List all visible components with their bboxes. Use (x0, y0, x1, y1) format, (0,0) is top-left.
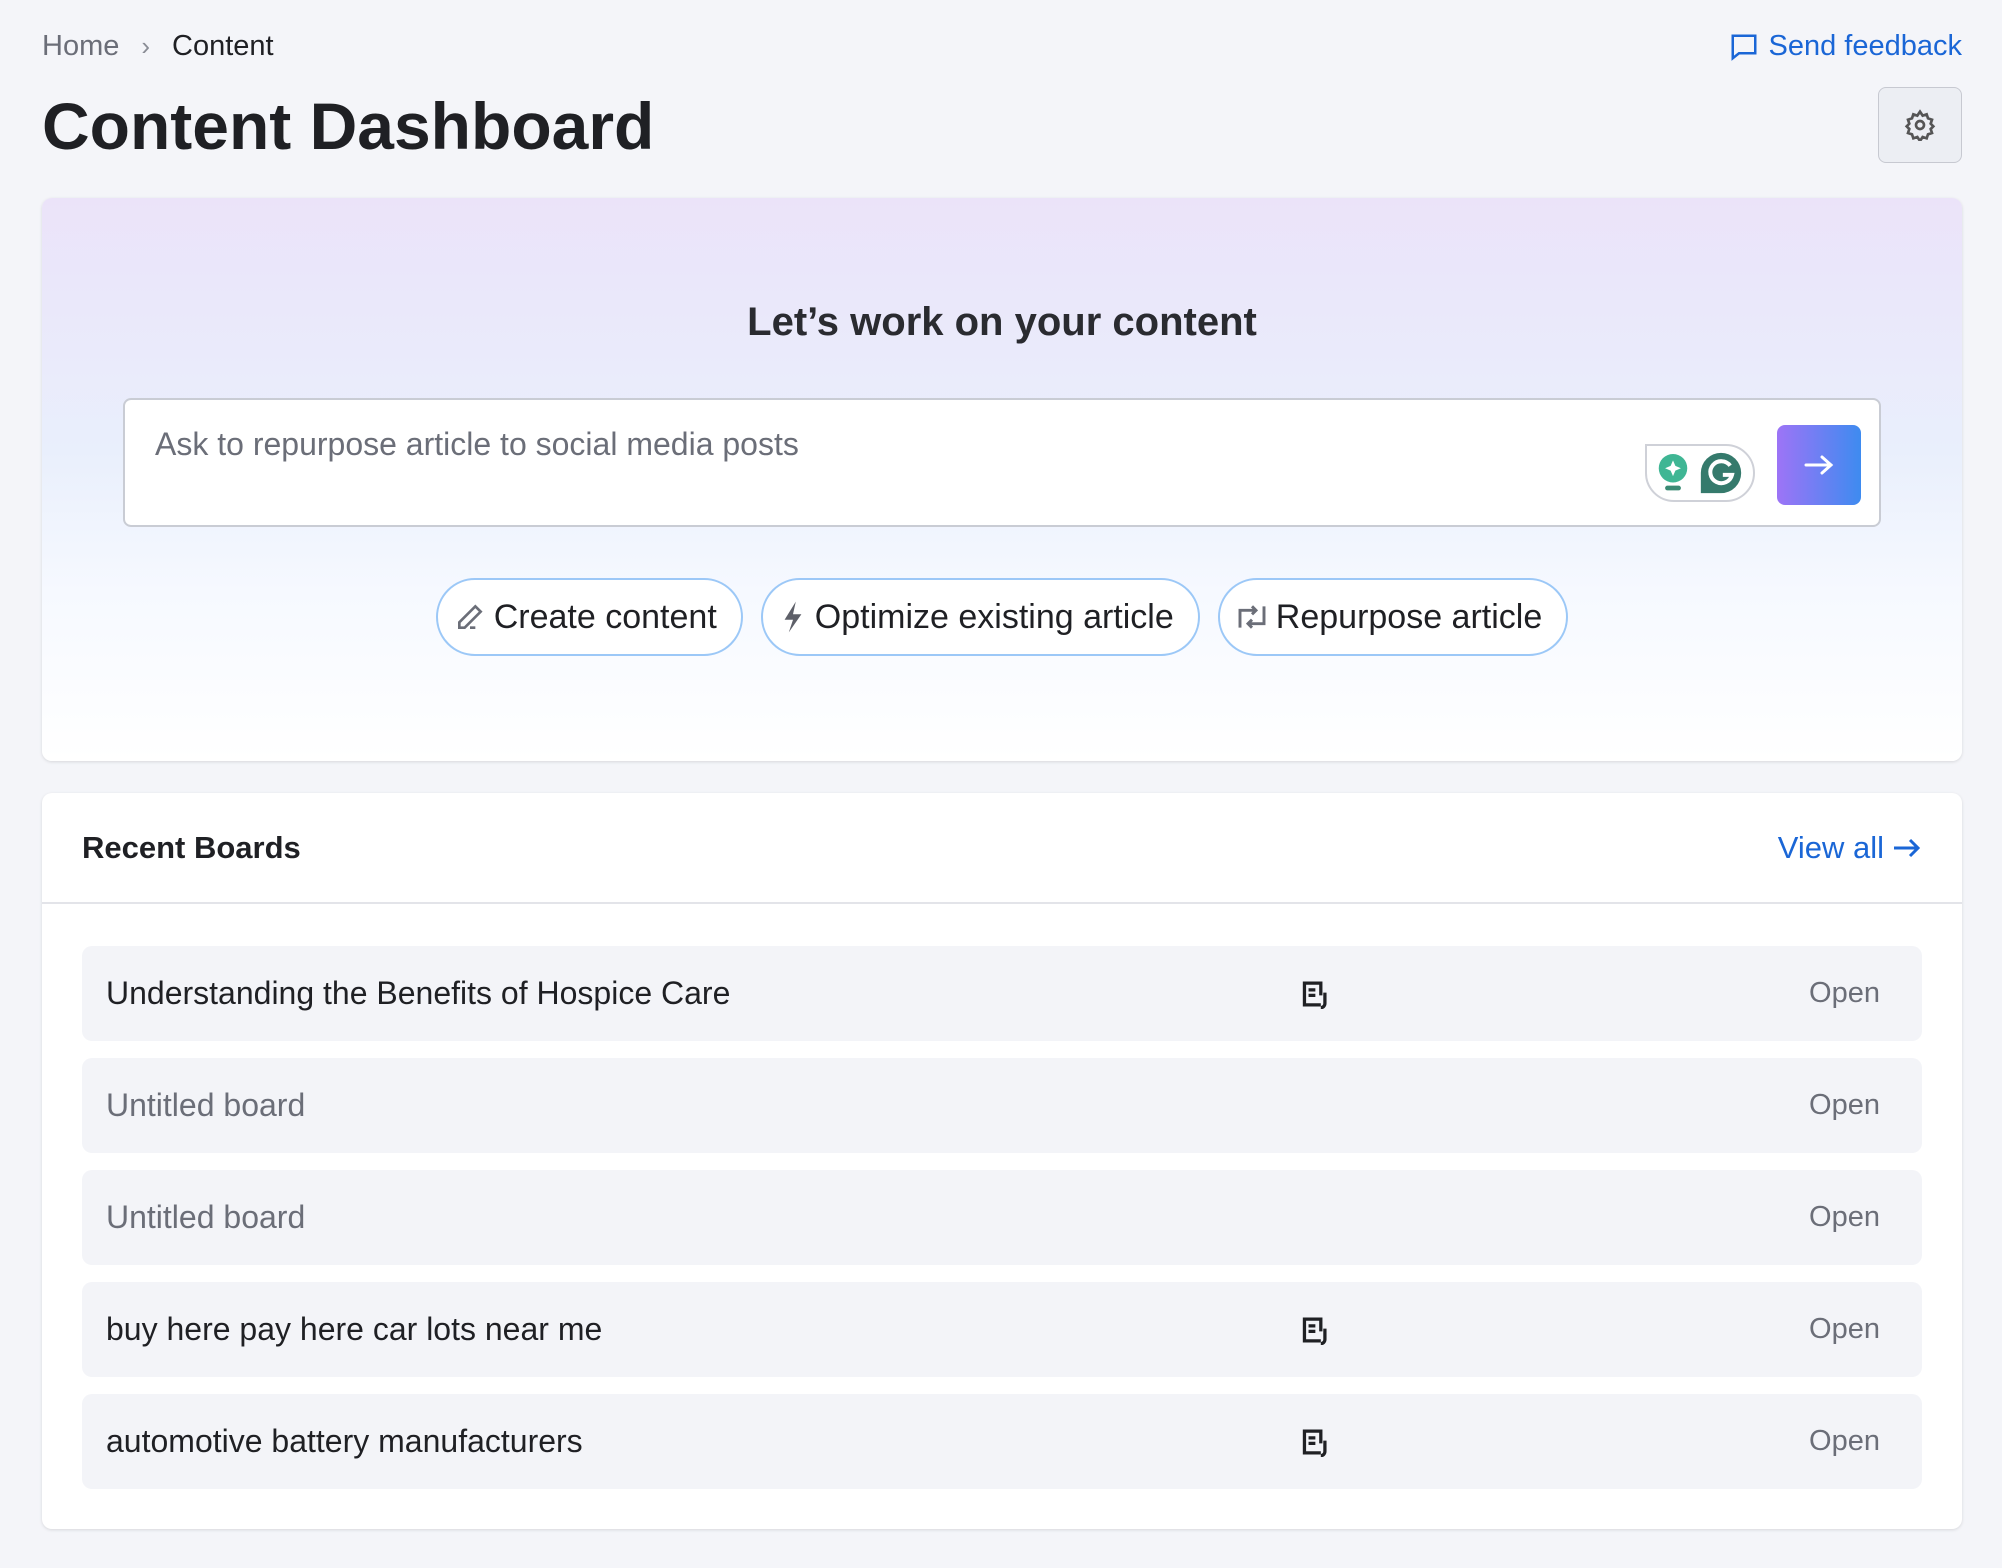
chip-label: Create content (493, 597, 717, 636)
lightning-icon (784, 601, 802, 633)
board-row[interactable]: buy here pay here car lots near me Open (82, 1282, 1922, 1377)
breadcrumb: Home › Content (42, 30, 274, 63)
open-board-button[interactable]: Open (1809, 1089, 1880, 1121)
open-board-button[interactable]: Open (1809, 1313, 1880, 1345)
arrow-right-icon (1894, 838, 1921, 857)
board-row[interactable]: automotive battery manufacturers Open (82, 1394, 1922, 1489)
breadcrumb-home[interactable]: Home (42, 30, 120, 62)
settings-button[interactable] (1878, 87, 1962, 163)
open-board-button[interactable]: Open (1809, 1425, 1880, 1457)
chip-label: Repurpose article (1275, 597, 1543, 636)
gear-icon (1904, 109, 1936, 141)
send-feedback-link[interactable]: Send feedback (1729, 30, 1962, 63)
board-name: Untitled board (106, 1199, 306, 1235)
page-title: Content Dashboard (42, 89, 655, 163)
repurpose-article-button[interactable]: Repurpose article (1217, 578, 1569, 656)
document-icon (1302, 1317, 1327, 1345)
create-content-button[interactable]: Create content (435, 578, 743, 656)
chat-icon (1731, 34, 1757, 61)
view-all-label: View all (1777, 829, 1884, 865)
recent-boards-title: Recent Boards (82, 829, 301, 865)
recent-boards-card: Recent Boards View all Understanding the… (42, 793, 1962, 1529)
submit-button[interactable] (1777, 425, 1861, 505)
document-icon (1302, 1429, 1327, 1457)
send-feedback-label: Send feedback (1768, 30, 1962, 62)
board-row[interactable]: Untitled board Open (82, 1170, 1922, 1265)
pencil-icon (457, 604, 483, 629)
content-assistant-panel: Let’s work on your content Ask to repurp… (42, 198, 1962, 761)
optimize-article-button[interactable]: Optimize existing article (760, 578, 1200, 656)
chevron-right-icon: › (141, 31, 151, 61)
board-row[interactable]: Untitled board Open (82, 1058, 1922, 1153)
arrow-right-icon (1804, 455, 1834, 475)
board-name: automotive battery manufacturers (106, 1423, 583, 1459)
view-all-link[interactable]: View all (1778, 830, 1922, 866)
prompt-placeholder: Ask to repurpose article to social media… (155, 426, 799, 462)
prompt-input[interactable]: Ask to repurpose article to social media… (123, 398, 1881, 527)
open-board-button[interactable]: Open (1809, 977, 1880, 1009)
chip-label: Optimize existing article (814, 597, 1174, 636)
open-board-button[interactable]: Open (1809, 1201, 1880, 1233)
board-name: Understanding the Benefits of Hospice Ca… (106, 975, 731, 1011)
lightbulb-icon (1658, 454, 1688, 491)
breadcrumb-current: Content (172, 30, 274, 62)
document-icon (1302, 981, 1327, 1009)
grammarly-widget[interactable] (1645, 444, 1755, 502)
board-name: Untitled board (106, 1087, 306, 1123)
hero-heading: Let’s work on your content (747, 300, 1257, 344)
board-row[interactable]: Understanding the Benefits of Hospice Ca… (82, 946, 1922, 1041)
repeat-icon (1238, 605, 1266, 629)
board-name: buy here pay here car lots near me (106, 1311, 603, 1347)
grammarly-icon (1700, 452, 1742, 494)
